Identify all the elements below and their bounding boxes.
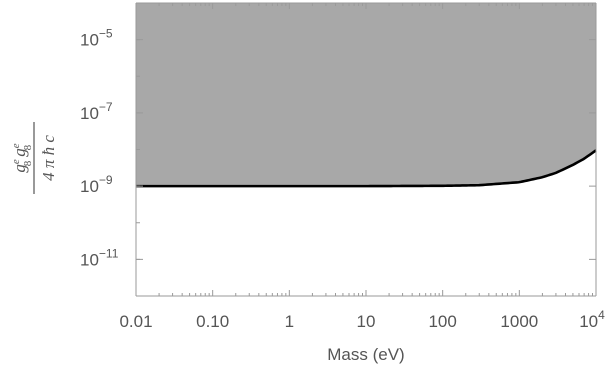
limit-curve — [136, 149, 597, 188]
y-tick-label: 10−5 — [80, 27, 113, 50]
x-axis-label: Mass (eV) — [327, 345, 404, 364]
x-tick-label: 1 — [285, 312, 294, 331]
x-tick-label: 100 — [428, 312, 456, 331]
y-axis-label-denominator: 4 π ħ c — [39, 135, 58, 181]
y-tick-label: 10−7 — [80, 100, 113, 123]
y-tick-label: 10−11 — [80, 246, 119, 269]
x-tick-label: 0.10 — [196, 312, 229, 331]
y-tick-label: 10−9 — [80, 173, 113, 196]
x-tick-label: 10 — [357, 312, 376, 331]
x-tick-label: 1000 — [500, 312, 538, 331]
x-tick-label: 104 — [579, 308, 605, 331]
x-tick-label: 0.01 — [119, 312, 152, 331]
y-axis-label-numerator: ge8ge8 — [10, 143, 34, 172]
y-axis-label: ge8ge8 4 π ħ c — [10, 122, 58, 194]
excluded-region-fill — [136, 3, 596, 187]
x-tick-labels: 0.01 0.10 1 10 100 1000 104 — [119, 308, 605, 331]
y-tick-labels: 10−5 10−7 10−9 10−11 — [80, 27, 119, 270]
